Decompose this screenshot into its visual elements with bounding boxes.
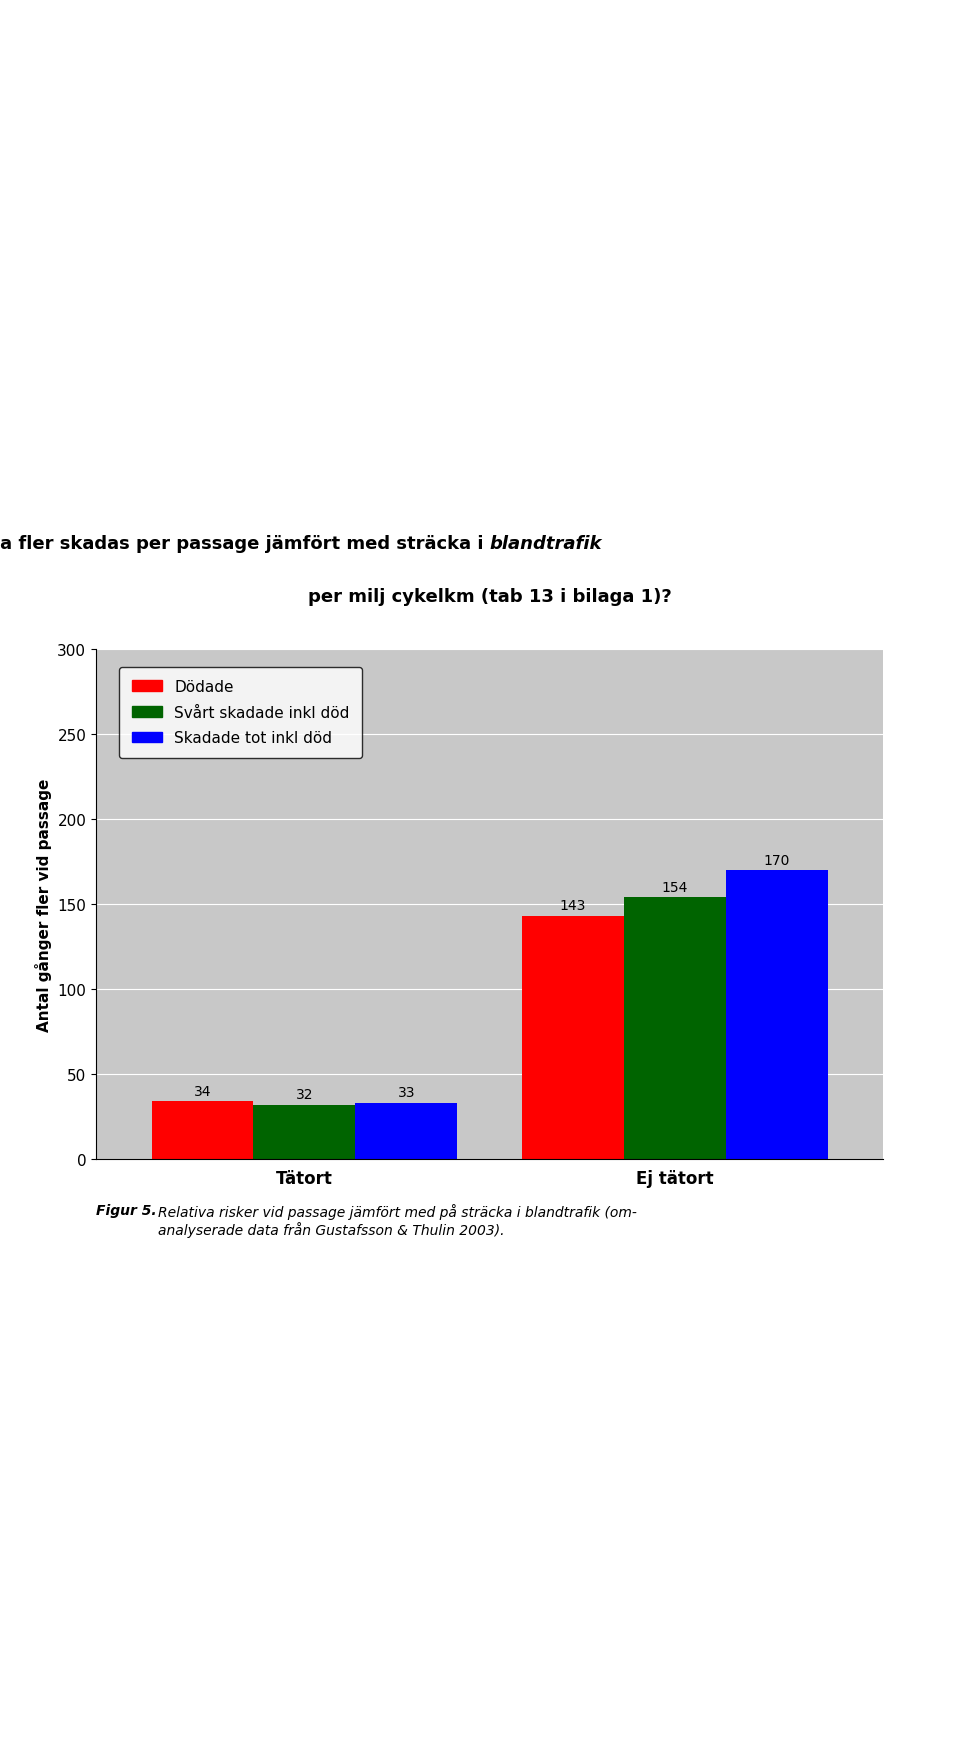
Y-axis label: Antal gånger fler vid passage: Antal gånger fler vid passage bbox=[35, 778, 52, 1031]
Text: 34: 34 bbox=[194, 1084, 211, 1098]
Bar bbox=[355, 1103, 457, 1160]
Text: Relativa risker vid passage jämfört med på sträcka i blandtrafik (om-
analyserad: Relativa risker vid passage jämfört med … bbox=[158, 1204, 637, 1237]
Bar bbox=[624, 898, 726, 1160]
Text: blandtrafik: blandtrafik bbox=[490, 534, 602, 553]
Text: 170: 170 bbox=[763, 854, 790, 868]
Bar bbox=[253, 1105, 355, 1160]
Text: 33: 33 bbox=[397, 1086, 415, 1100]
Text: per milj cykelkm (tab 13 i bilaga 1)?: per milj cykelkm (tab 13 i bilaga 1)? bbox=[308, 587, 671, 606]
Text: Hur många fler skadas per passage jämfört med sträcka i: Hur många fler skadas per passage jämför… bbox=[0, 532, 490, 553]
Bar bbox=[152, 1102, 253, 1160]
Bar bbox=[726, 870, 828, 1160]
Text: Figur 5.: Figur 5. bbox=[96, 1204, 156, 1218]
Legend: Dödade, Svårt skadade inkl död, Skadade tot inkl död: Dödade, Svårt skadade inkl död, Skadade … bbox=[119, 668, 362, 759]
Bar bbox=[522, 917, 624, 1160]
Text: 143: 143 bbox=[560, 900, 587, 914]
Text: 154: 154 bbox=[661, 880, 688, 894]
Text: 32: 32 bbox=[296, 1088, 313, 1102]
